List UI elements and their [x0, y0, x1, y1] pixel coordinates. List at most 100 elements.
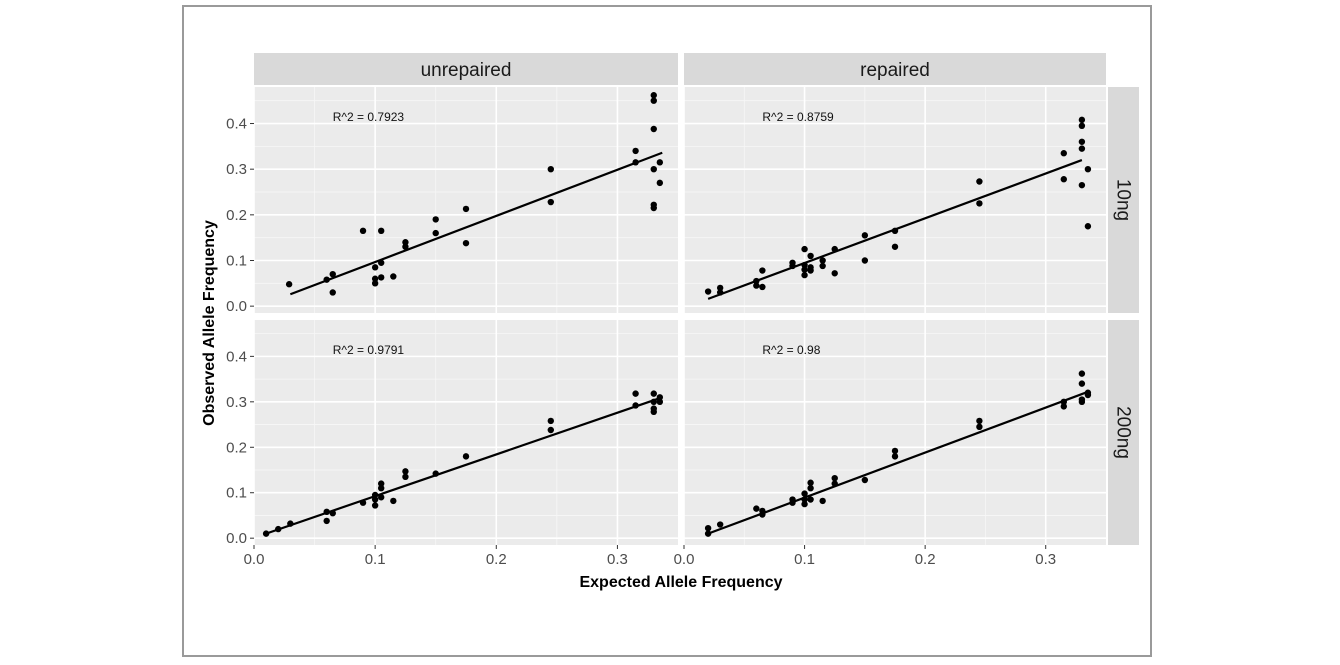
data-point	[1078, 122, 1086, 130]
data-point	[329, 289, 336, 296]
y-tick-label: 0.2	[226, 207, 247, 224]
x-tick-label: 0.1	[794, 551, 815, 568]
y-tick-label: 0.0	[226, 530, 247, 547]
data-point	[432, 470, 439, 477]
faceted-scatter-chart: R^2 = 0.7923 R^2 = 0.8759 R^2 = 0.9791 R^2 …	[201, 53, 1139, 591]
data-point	[976, 178, 983, 185]
data-point	[285, 281, 293, 288]
data-point	[819, 262, 826, 270]
data-point	[378, 480, 385, 487]
data-point	[1060, 176, 1067, 183]
data-point	[359, 227, 367, 235]
data-point	[650, 390, 657, 397]
data-point	[287, 520, 294, 527]
data-point	[831, 245, 838, 253]
data-point	[861, 257, 869, 264]
data-point	[807, 496, 814, 503]
x-tick-label: 0.2	[915, 551, 936, 568]
data-point	[831, 480, 838, 487]
data-point	[650, 204, 657, 212]
data-point	[891, 243, 899, 250]
axes-layer: 0.0 0.1 0.2 0.3 0.4 0.0 0.1 0.2 0.3 0.4 0.0 0.1 0.2 0…	[226, 116, 1056, 568]
data-point	[402, 243, 409, 250]
data-point	[371, 496, 379, 503]
data-point	[819, 497, 826, 505]
data-point	[547, 426, 554, 434]
data-point	[891, 453, 899, 460]
data-point	[329, 509, 336, 517]
data-point	[861, 476, 869, 484]
y-tick-label: 0.1	[226, 485, 247, 502]
x-tick-label: 0.1	[365, 551, 386, 568]
panel-background	[684, 87, 1106, 313]
data-point	[402, 239, 409, 246]
data-point	[801, 271, 808, 279]
data-point	[547, 165, 554, 173]
r-squared-label: R^2 = 0.8759	[762, 110, 834, 124]
data-point	[371, 264, 379, 271]
data-point	[378, 274, 385, 281]
data-point	[650, 398, 657, 406]
data-point	[807, 484, 814, 492]
data-point	[462, 205, 470, 213]
data-point	[632, 147, 639, 155]
data-point	[976, 423, 983, 431]
data-point	[976, 417, 983, 425]
data-point	[402, 468, 409, 475]
data-point	[1078, 370, 1086, 377]
data-point	[831, 474, 838, 482]
data-point	[378, 494, 385, 501]
strips-layer: unrepaired repaired 10ng 200ng	[254, 53, 1139, 545]
data-point	[632, 159, 639, 166]
column-strip-repaired	[684, 53, 1106, 85]
data-point	[891, 227, 899, 235]
data-point	[323, 276, 330, 283]
data-point	[632, 390, 639, 397]
x-tick-label: 0.3	[1035, 551, 1056, 568]
data-point	[704, 530, 712, 537]
column-strip-label: repaired	[860, 60, 930, 81]
data-point	[1060, 398, 1067, 406]
column-strip-unrepaired	[254, 53, 678, 85]
data-point	[656, 398, 664, 406]
data-point	[650, 92, 657, 99]
panel-background	[254, 320, 678, 545]
data-point	[807, 267, 814, 274]
data-point	[1078, 138, 1086, 145]
data-point	[462, 239, 470, 247]
data-point	[378, 259, 385, 266]
row-strip-200ng	[1108, 320, 1139, 545]
figure-frame: R^2 = 0.7923 R^2 = 0.8759 R^2 = 0.9791 R^2 …	[182, 5, 1152, 657]
data-point	[1060, 403, 1067, 410]
data-point	[704, 288, 712, 295]
y-tick-label: 0.3	[226, 394, 247, 411]
y-tick-label: 0.1	[226, 252, 247, 269]
data-point	[650, 125, 657, 133]
data-point	[371, 280, 379, 287]
y-axis-title: Observed Allele Frequency	[201, 220, 218, 426]
panel-background	[254, 87, 678, 313]
panel-repaired-200ng: R^2 = 0.98	[683, 320, 1106, 545]
data-point	[759, 511, 766, 518]
data-point	[656, 394, 664, 401]
data-point	[759, 283, 766, 291]
data-point	[262, 530, 270, 537]
y-tick-label: 0.4	[226, 348, 247, 365]
data-point	[1060, 150, 1067, 157]
data-point	[656, 179, 664, 187]
data-point	[378, 484, 385, 492]
data-point	[789, 499, 796, 506]
data-point	[323, 508, 330, 516]
data-point	[1078, 181, 1086, 189]
data-point	[371, 491, 379, 499]
data-point	[801, 245, 808, 253]
data-point	[432, 216, 439, 223]
r-squared-label: R^2 = 0.9791	[333, 343, 405, 357]
data-point	[547, 198, 554, 206]
data-point	[759, 267, 766, 274]
data-point	[801, 496, 808, 503]
data-point	[462, 453, 470, 460]
data-point	[1084, 391, 1092, 399]
data-point	[716, 289, 724, 296]
y-tick-label: 0.0	[226, 298, 247, 315]
